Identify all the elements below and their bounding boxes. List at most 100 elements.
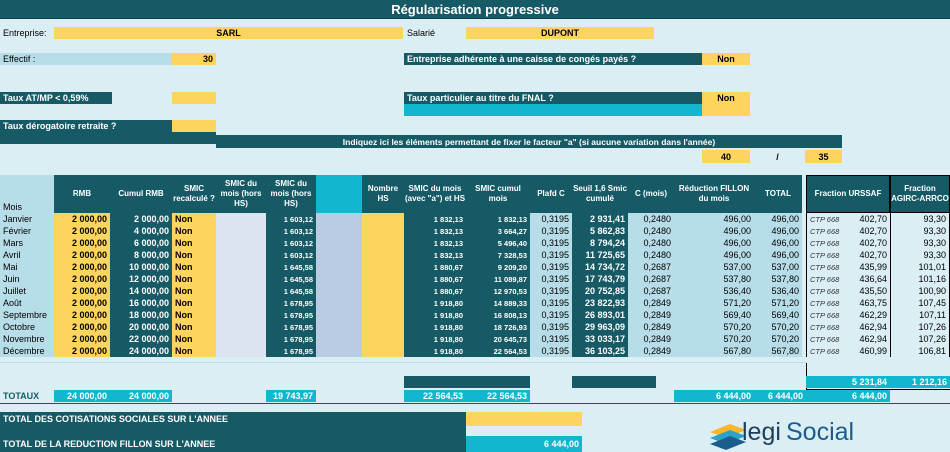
cell-recalc[interactable]: Non xyxy=(172,273,216,285)
cell-seuil: 8 794,24 xyxy=(572,237,628,249)
derogatoire-input[interactable] xyxy=(172,120,216,132)
cell-agirc: 93,30 xyxy=(890,213,950,225)
ctp-label: CTP 668 xyxy=(810,286,840,296)
cell-red: 570,20 xyxy=(674,321,754,333)
cell-recalc[interactable]: Non xyxy=(172,225,216,237)
cell-urssaf: CTP 668 436,64 xyxy=(806,273,890,285)
cell-smic: 1 678,95 xyxy=(266,297,316,309)
cell-recalc[interactable]: Non xyxy=(172,261,216,273)
cell-plafd: 0,3195 xyxy=(530,345,572,357)
total-reduction: 6 444,00 xyxy=(674,390,754,402)
cell-recalc[interactable]: Non xyxy=(172,285,216,297)
cell-c: 0,2849 xyxy=(628,297,674,309)
cell-smic_cumul: 20 645,73 xyxy=(466,333,530,345)
cell-mois: Août xyxy=(0,297,54,309)
cell-blank-6 xyxy=(316,249,362,261)
cell-rmb[interactable]: 2 000,00 xyxy=(54,297,110,309)
entreprise-input[interactable]: SARL xyxy=(54,27,403,39)
cell-blank-7 xyxy=(362,285,404,297)
fnal-select[interactable]: Non xyxy=(702,92,750,116)
facteur-den-input[interactable]: 35 xyxy=(805,150,842,163)
cell-rmb[interactable]: 2 000,00 xyxy=(54,213,110,225)
cell-recalc[interactable]: Non xyxy=(172,333,216,345)
logo-text-legi: legi xyxy=(742,418,781,446)
cell-recalc[interactable]: Non xyxy=(172,213,216,225)
cell-recalc[interactable]: Non xyxy=(172,321,216,333)
cell-seuil: 26 893,01 xyxy=(572,309,628,321)
cell-cumul: 20 000,00 xyxy=(110,321,172,333)
cell-recalc[interactable]: Non xyxy=(172,237,216,249)
col-smic-hors-hs: SMIC du mois (hors HS) xyxy=(216,175,266,213)
cell-cumul: 14 000,00 xyxy=(110,285,172,297)
cell-cumul: 6 000,00 xyxy=(110,237,172,249)
cell-rmb[interactable]: 2 000,00 xyxy=(54,261,110,273)
urssaf-value: 462,94 xyxy=(859,334,887,344)
cell-smic: 1 645,58 xyxy=(266,285,316,297)
cell-c: 0,2849 xyxy=(628,333,674,345)
cell-rmb[interactable]: 2 000,00 xyxy=(54,321,110,333)
cell-rmb[interactable]: 2 000,00 xyxy=(54,345,110,357)
col-smic-hors-hs-2: SMIC du mois (hors HS) xyxy=(266,175,316,213)
cell-rmb[interactable]: 2 000,00 xyxy=(54,309,110,321)
totals-band-2 xyxy=(572,376,656,388)
cell-red: 569,40 xyxy=(674,309,754,321)
cell-red: 496,00 xyxy=(674,237,754,249)
cell-recalc[interactable]: Non xyxy=(172,297,216,309)
cell-rmb[interactable]: 2 000,00 xyxy=(54,249,110,261)
ctp-label: CTP 668 xyxy=(810,226,840,236)
col-plafd-c: Plafd C xyxy=(530,175,572,213)
derogatoire-label: Taux dérogatoire retraite ? xyxy=(0,120,172,132)
cell-seuil: 36 103,25 xyxy=(572,345,628,357)
col-spacer xyxy=(316,175,362,213)
cell-blank-7 xyxy=(362,309,404,321)
cell-total: 537,80 xyxy=(754,273,802,285)
cell-smic_a: 1 832,13 xyxy=(404,225,466,237)
cell-rmb[interactable]: 2 000,00 xyxy=(54,225,110,237)
cell-cumul: 24 000,00 xyxy=(110,345,172,357)
cell-agirc: 93,30 xyxy=(890,225,950,237)
cell-cumul: 10 000,00 xyxy=(110,261,172,273)
legisocial-logo: legi Social xyxy=(708,418,868,452)
conges-select[interactable]: Non xyxy=(702,53,750,65)
cell-total: 537,00 xyxy=(754,261,802,273)
agirc-sum: 1 212,16 xyxy=(890,376,950,388)
cell-smic_a: 1 918,80 xyxy=(404,297,466,309)
cell-blank-4 xyxy=(216,261,266,273)
cell-rmb[interactable]: 2 000,00 xyxy=(54,285,110,297)
cell-cumul: 12 000,00 xyxy=(110,273,172,285)
cell-smic_a: 1 880,67 xyxy=(404,273,466,285)
cell-blank-7 xyxy=(362,237,404,249)
cell-rmb[interactable]: 2 000,00 xyxy=(54,237,110,249)
cell-rmb[interactable]: 2 000,00 xyxy=(54,333,110,345)
cell-smic_cumul: 5 496,40 xyxy=(466,237,530,249)
cell-urssaf: CTP 668 402,70 xyxy=(806,249,890,261)
total-smic-a: 22 564,53 xyxy=(404,390,466,402)
cell-seuil: 23 822,93 xyxy=(572,297,628,309)
cell-blank-7 xyxy=(362,213,404,225)
col-seuil: Seuil 1,6 Smic cumulé xyxy=(572,175,628,213)
urssaf-value: 402,70 xyxy=(859,238,887,248)
effectif-label: Effectif : xyxy=(0,53,172,65)
cell-smic_a: 1 918,80 xyxy=(404,321,466,333)
cell-smic_cumul: 3 664,27 xyxy=(466,225,530,237)
cell-blank-4 xyxy=(216,333,266,345)
salarie-input[interactable]: DUPONT xyxy=(466,27,654,39)
cell-red: 537,00 xyxy=(674,261,754,273)
reduction-label: TOTAL DE LA REDUCTION FILLON SUR L'ANNEE xyxy=(0,436,466,452)
cell-recalc[interactable]: Non xyxy=(172,345,216,357)
cell-recalc[interactable]: Non xyxy=(172,249,216,261)
cell-smic: 1 645,58 xyxy=(266,273,316,285)
cell-rmb[interactable]: 2 000,00 xyxy=(54,273,110,285)
taux-atmp-input[interactable] xyxy=(172,92,216,104)
effectif-input[interactable]: 30 xyxy=(172,53,216,65)
ctp-label: CTP 668 xyxy=(810,250,840,260)
urssaf-value: 402,70 xyxy=(859,250,887,260)
cell-smic_a: 1 918,80 xyxy=(404,309,466,321)
cell-blank-6 xyxy=(316,285,362,297)
facteur-num-input[interactable]: 40 xyxy=(702,150,750,163)
cell-total: 496,00 xyxy=(754,249,802,261)
cell-recalc[interactable]: Non xyxy=(172,309,216,321)
cell-smic_cumul: 1 832,13 xyxy=(466,213,530,225)
cell-blank-6 xyxy=(316,225,362,237)
cell-smic: 1 645,58 xyxy=(266,261,316,273)
